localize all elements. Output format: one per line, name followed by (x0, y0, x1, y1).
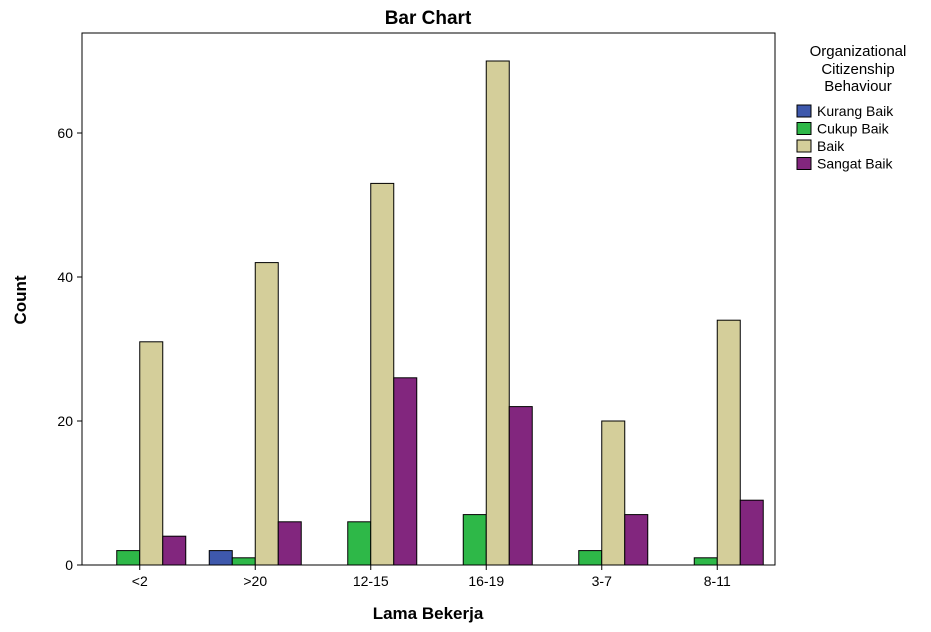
y-axis: 0 20 40 60 (57, 125, 82, 573)
bar-cukup-baik-4 (578, 550, 603, 566)
x-tick-label-4: 3-7 (592, 573, 612, 589)
bars-group (116, 60, 764, 566)
x-tick-label-3: 16-19 (468, 573, 504, 589)
bar-baik-3 (485, 60, 510, 566)
y-axis-label: Count (11, 275, 30, 324)
x-tick-label-0: <2 (132, 573, 148, 589)
bar-sangat-baik-3 (508, 406, 533, 566)
legend-swatch-cukup-baik (796, 122, 812, 135)
legend: Organizational Citizenship Behaviour Kur… (796, 43, 907, 172)
y-tick-label-40: 40 (57, 269, 73, 285)
legend-label-sangat-baik: Sangat Baik (817, 156, 893, 172)
y-tick-label-60: 60 (57, 125, 73, 141)
bar-sangat-baik-0 (162, 535, 187, 566)
bar-sangat-baik-5 (739, 499, 764, 566)
bar-baik-2 (370, 182, 395, 566)
chart-title: Bar Chart (385, 8, 472, 29)
bar-sangat-baik-4 (624, 514, 649, 566)
plot-area (81, 32, 776, 566)
x-axis-label: Lama Bekerja (373, 604, 484, 623)
x-tick-label-1: >20 (243, 573, 267, 589)
legend-title-line-1: Organizational (810, 43, 907, 60)
legend-label-cukup-baik: Cukup Baik (817, 121, 890, 137)
y-tick-label-20: 20 (57, 413, 73, 429)
bar-cukup-baik-2 (347, 521, 372, 566)
bar-sangat-baik-2 (393, 377, 418, 566)
legend-swatch-kurang-baik (796, 104, 812, 118)
legend-swatch-baik (796, 139, 812, 153)
legend-title-line-2: Citizenship (821, 61, 894, 78)
bar-cukup-baik-1 (231, 557, 256, 566)
bar-sangat-baik-1 (277, 521, 302, 566)
bar-baik-1 (254, 262, 279, 566)
bar-cukup-baik-0 (116, 550, 141, 566)
x-axis: <2 >20 12-15 16-19 3-7 8-11 (132, 565, 731, 589)
bar-baik-5 (716, 319, 741, 566)
legend-title-line-3: Behaviour (824, 78, 892, 95)
y-tick-label-0: 0 (65, 557, 73, 573)
x-tick-label-2: 12-15 (353, 573, 389, 589)
legend-label-baik: Baik (817, 138, 845, 154)
bar-cukup-baik-5 (693, 557, 718, 566)
bar-baik-4 (601, 420, 626, 566)
bar-kurang-baik-1 (208, 550, 233, 566)
bar-cukup-baik-3 (462, 514, 487, 566)
x-tick-label-5: 8-11 (704, 573, 731, 589)
legend-label-kurang-baik: Kurang Baik (817, 103, 894, 119)
legend-swatch-sangat-baik (796, 157, 812, 170)
bar-baik-0 (139, 341, 164, 566)
